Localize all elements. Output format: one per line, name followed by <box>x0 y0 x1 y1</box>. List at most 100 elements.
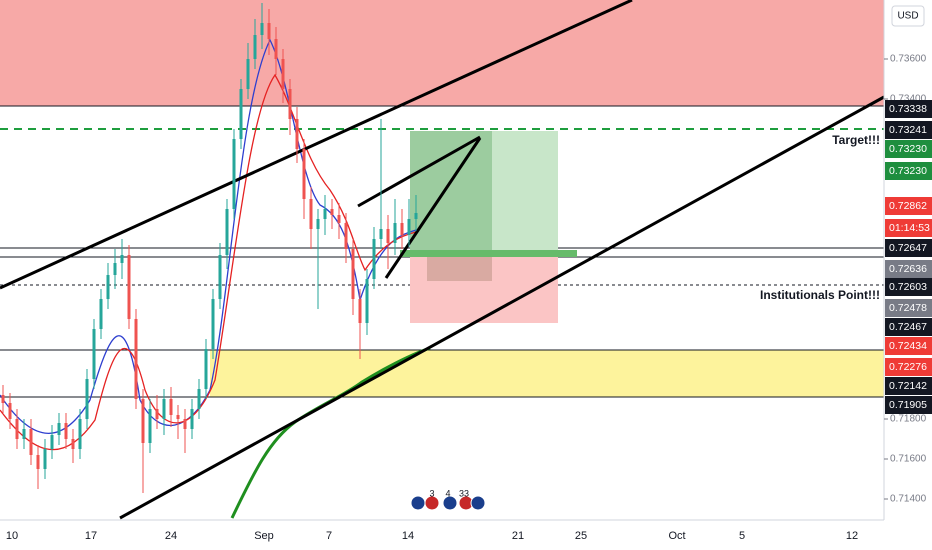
annotation: Institutionals Point!!! <box>760 288 880 302</box>
price-tag <box>885 299 932 317</box>
event-count: 33 <box>459 488 469 498</box>
candle-body <box>15 419 19 439</box>
candle-body <box>337 215 341 223</box>
currency-badge[interactable] <box>891 5 925 27</box>
candle-body <box>190 409 194 429</box>
price-tag-label: 0.72467 <box>889 321 927 333</box>
y-tick-label: 0.71800 <box>890 414 927 425</box>
price-tag-label: 0.73338 <box>889 103 927 115</box>
candle-body <box>260 23 264 35</box>
candle-body <box>302 149 306 199</box>
time-axis <box>0 520 884 550</box>
candle-body <box>22 429 26 439</box>
candle-body <box>64 423 68 439</box>
candle-body <box>155 409 159 419</box>
event-count: 4 <box>445 488 450 498</box>
profit-box-filled <box>410 131 492 250</box>
events[interactable]: 3 4 33 <box>410 488 486 511</box>
price-tag <box>885 219 932 237</box>
candle-body <box>407 219 411 235</box>
x-tick-label: 10 <box>6 530 18 542</box>
candle-body <box>351 249 355 299</box>
price-tag-label: 0.73230 <box>889 165 927 177</box>
price-tag-label: 0.72478 <box>889 302 927 314</box>
y-tick-label: 0.71400 <box>890 494 927 505</box>
candle-body <box>365 279 369 323</box>
price-tag <box>885 121 932 139</box>
x-tick-label: 21 <box>512 530 524 542</box>
price-tag-label: 0.72603 <box>889 281 927 293</box>
price-tag <box>885 396 932 414</box>
price-tag-label: 0.73241 <box>889 124 927 136</box>
candle-body <box>92 329 96 379</box>
candle-body <box>113 263 117 275</box>
event-flag <box>470 495 486 511</box>
demand-zone <box>210 350 884 397</box>
candle-body <box>372 239 376 279</box>
price-tag-label: 0.73230 <box>889 143 927 155</box>
trendline <box>0 0 633 290</box>
candle-body <box>197 389 201 409</box>
supply-zone <box>0 0 884 106</box>
price-tag-label: 0.72647 <box>889 242 927 254</box>
candle-body <box>120 255 124 263</box>
candle-body <box>183 419 187 429</box>
loss-box-filled <box>427 257 492 281</box>
x-tick-label: 25 <box>575 530 587 542</box>
fast-ma <box>0 38 417 434</box>
event-flag <box>424 495 440 511</box>
x-tick-label: 12 <box>846 530 858 542</box>
price-tag <box>885 358 932 376</box>
price-tag-label: 0.72142 <box>889 380 927 392</box>
y-tick-label: 0.73400 <box>890 94 927 105</box>
candle-body <box>29 429 33 455</box>
y-tick-label: 0.73600 <box>890 54 927 65</box>
annotation: Target!!! <box>832 133 880 147</box>
candle-body <box>169 399 173 415</box>
candle-body <box>127 255 131 319</box>
candle-body <box>134 319 138 399</box>
y-tick-label: 0.71600 <box>890 454 927 465</box>
candle-body <box>232 139 236 209</box>
candle-body <box>162 399 166 419</box>
x-tick-label: 5 <box>739 530 745 542</box>
candle-body <box>106 275 110 299</box>
price-tag <box>885 239 932 257</box>
price-tag <box>885 197 932 215</box>
candle-body <box>211 299 215 349</box>
candle-body <box>8 403 12 419</box>
price-tag <box>885 140 932 158</box>
x-tick-label: 14 <box>402 530 414 542</box>
candle-body <box>330 209 334 215</box>
candle-body <box>295 119 299 149</box>
candle-body <box>358 299 362 323</box>
candles <box>1 3 418 493</box>
price-tag-label: 0.72434 <box>889 340 927 352</box>
price-tag <box>885 278 932 296</box>
candle-body <box>379 229 383 239</box>
candle-body <box>218 255 222 299</box>
price-tag <box>885 337 932 355</box>
price-tag <box>885 377 932 395</box>
wedge-line <box>357 135 481 208</box>
candle-body <box>386 229 390 243</box>
candle-body <box>71 439 75 449</box>
candle-body <box>288 89 292 119</box>
x-tick-label: Oct <box>668 530 685 542</box>
candle-body <box>344 223 348 249</box>
candle-body <box>50 435 54 449</box>
event-flag <box>442 495 458 511</box>
candle-body <box>281 59 285 89</box>
trendline <box>119 95 885 520</box>
candle-body <box>57 423 61 435</box>
price-tag-label: 0.72276 <box>889 361 927 373</box>
candle-body <box>323 209 327 219</box>
x-tick-label: Sep <box>254 530 274 542</box>
x-tick-label: 24 <box>165 530 177 542</box>
candle-body <box>316 219 320 229</box>
price-tag-label: 0.72636 <box>889 263 927 275</box>
candle-body <box>274 39 278 59</box>
price-tag-label: 0.72862 <box>889 200 927 212</box>
candle-body <box>1 395 5 403</box>
